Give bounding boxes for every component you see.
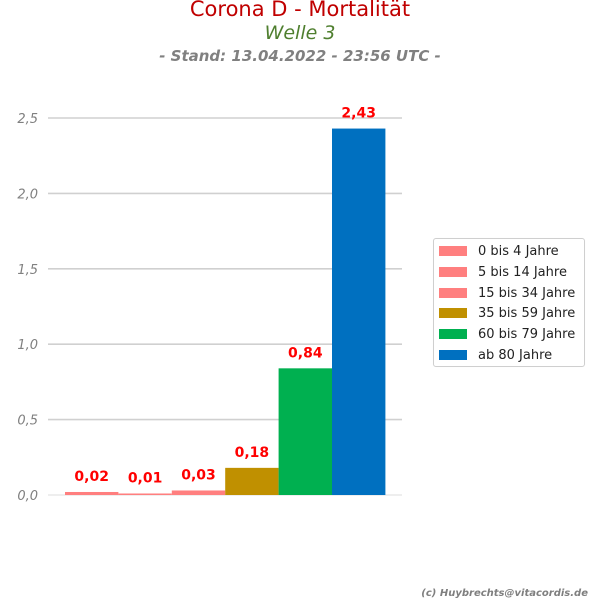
bar-5 <box>278 368 332 495</box>
copyright-credit: (c) Huybrechts@vitacordis.de <box>421 588 588 599</box>
legend-item: 5 bis 14 Jahre <box>439 263 567 281</box>
bar-value-label: 0,84 <box>288 345 323 361</box>
y-tick-label: 1,0 <box>17 338 38 353</box>
y-tick-label: 0,5 <box>17 414 38 429</box>
legend-item: ab 80 Jahre <box>439 346 552 364</box>
bar-2 <box>118 493 172 495</box>
bar-4 <box>225 467 279 495</box>
bar-value-label: 0,18 <box>235 445 270 461</box>
chart-subtitle: Welle 3 <box>264 22 336 44</box>
chart-title: Corona D - Mortalität <box>189 0 411 21</box>
legend-label: ab 80 Jahre <box>478 347 553 363</box>
legend-swatch <box>439 308 467 318</box>
legend-swatch <box>439 329 467 339</box>
legend-item: 35 bis 59 Jahre <box>439 304 575 322</box>
legend-item: 15 bis 34 Jahre <box>439 284 575 302</box>
legend-label: 35 bis 59 Jahre <box>478 305 576 321</box>
bar-value-label: 0,03 <box>181 467 216 483</box>
legend-swatch <box>439 288 467 298</box>
legend-swatch <box>439 246 467 256</box>
legend-label: 60 bis 79 Jahre <box>478 326 576 342</box>
bar-6 <box>332 128 386 495</box>
bar-1 <box>65 491 119 495</box>
legend-swatch <box>439 350 467 360</box>
bar-value-label: 0,01 <box>128 470 163 486</box>
bar-value-label: 0,02 <box>74 469 109 485</box>
y-tick-label: 2,5 <box>17 112 38 127</box>
legend-label: 0 bis 4 Jahre <box>478 243 559 259</box>
y-tick-label: 2,0 <box>17 187 38 202</box>
bar-3 <box>171 490 226 495</box>
chart-legend: 0 bis 4 Jahre 5 bis 14 Jahre 15 bis 34 J… <box>433 238 585 367</box>
bar-value-label: 2,43 <box>341 106 376 122</box>
legend-item: 0 bis 4 Jahre <box>439 242 559 260</box>
legend-item: 60 bis 79 Jahre <box>439 325 575 343</box>
y-tick-label: 0,0 <box>17 489 38 504</box>
chart-timestamp: - Stand: 13.04.2022 - 23:56 UTC - <box>159 47 441 65</box>
legend-label: 5 bis 14 Jahre <box>478 264 567 280</box>
legend-swatch <box>439 267 467 277</box>
y-tick-label: 1,5 <box>17 263 38 278</box>
legend-label: 15 bis 34 Jahre <box>478 285 576 301</box>
